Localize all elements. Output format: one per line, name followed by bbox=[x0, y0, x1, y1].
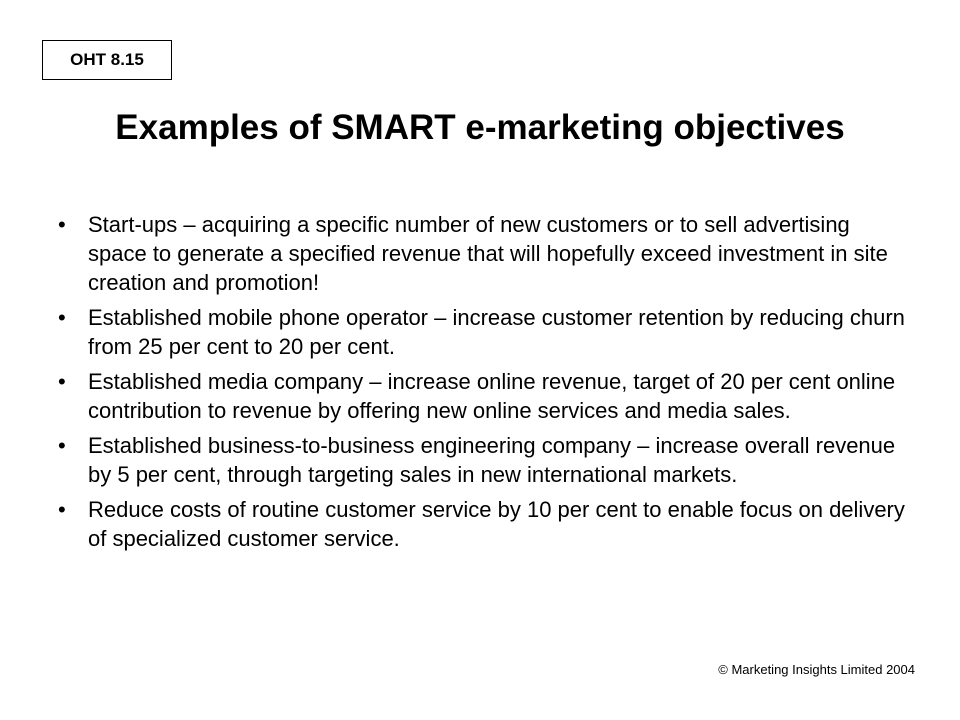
bullet-text: Reduce costs of routine customer service… bbox=[88, 497, 905, 551]
bullet-text: Established mobile phone operator – incr… bbox=[88, 305, 905, 359]
bullet-item: • Reduce costs of routine customer servi… bbox=[52, 495, 912, 553]
slide-title: Examples of SMART e-marketing objectives bbox=[115, 108, 845, 147]
bullet-item: • Established media company – increase o… bbox=[52, 367, 912, 425]
bullet-marker: • bbox=[58, 212, 66, 237]
bullet-text: Established media company – increase onl… bbox=[88, 369, 896, 423]
bullet-marker: • bbox=[58, 433, 66, 458]
bullet-text: Start-ups – acquiring a specific number … bbox=[88, 212, 888, 295]
bullet-text: Established business-to-business enginee… bbox=[88, 433, 896, 487]
copyright-notice: © Marketing Insights Limited 2004 bbox=[718, 662, 915, 677]
bullet-item: • Established mobile phone operator – in… bbox=[52, 303, 912, 361]
bullet-marker: • bbox=[58, 305, 66, 330]
slide-number-label: OHT 8.15 bbox=[42, 40, 172, 80]
bullet-marker: • bbox=[58, 497, 66, 522]
slide-number-text: OHT 8.15 bbox=[70, 50, 144, 69]
bullet-marker: • bbox=[58, 369, 66, 394]
bullet-list: • Start-ups – acquiring a specific numbe… bbox=[52, 210, 912, 559]
bullet-item: • Established business-to-business engin… bbox=[52, 431, 912, 489]
bullet-item: • Start-ups – acquiring a specific numbe… bbox=[52, 210, 912, 297]
